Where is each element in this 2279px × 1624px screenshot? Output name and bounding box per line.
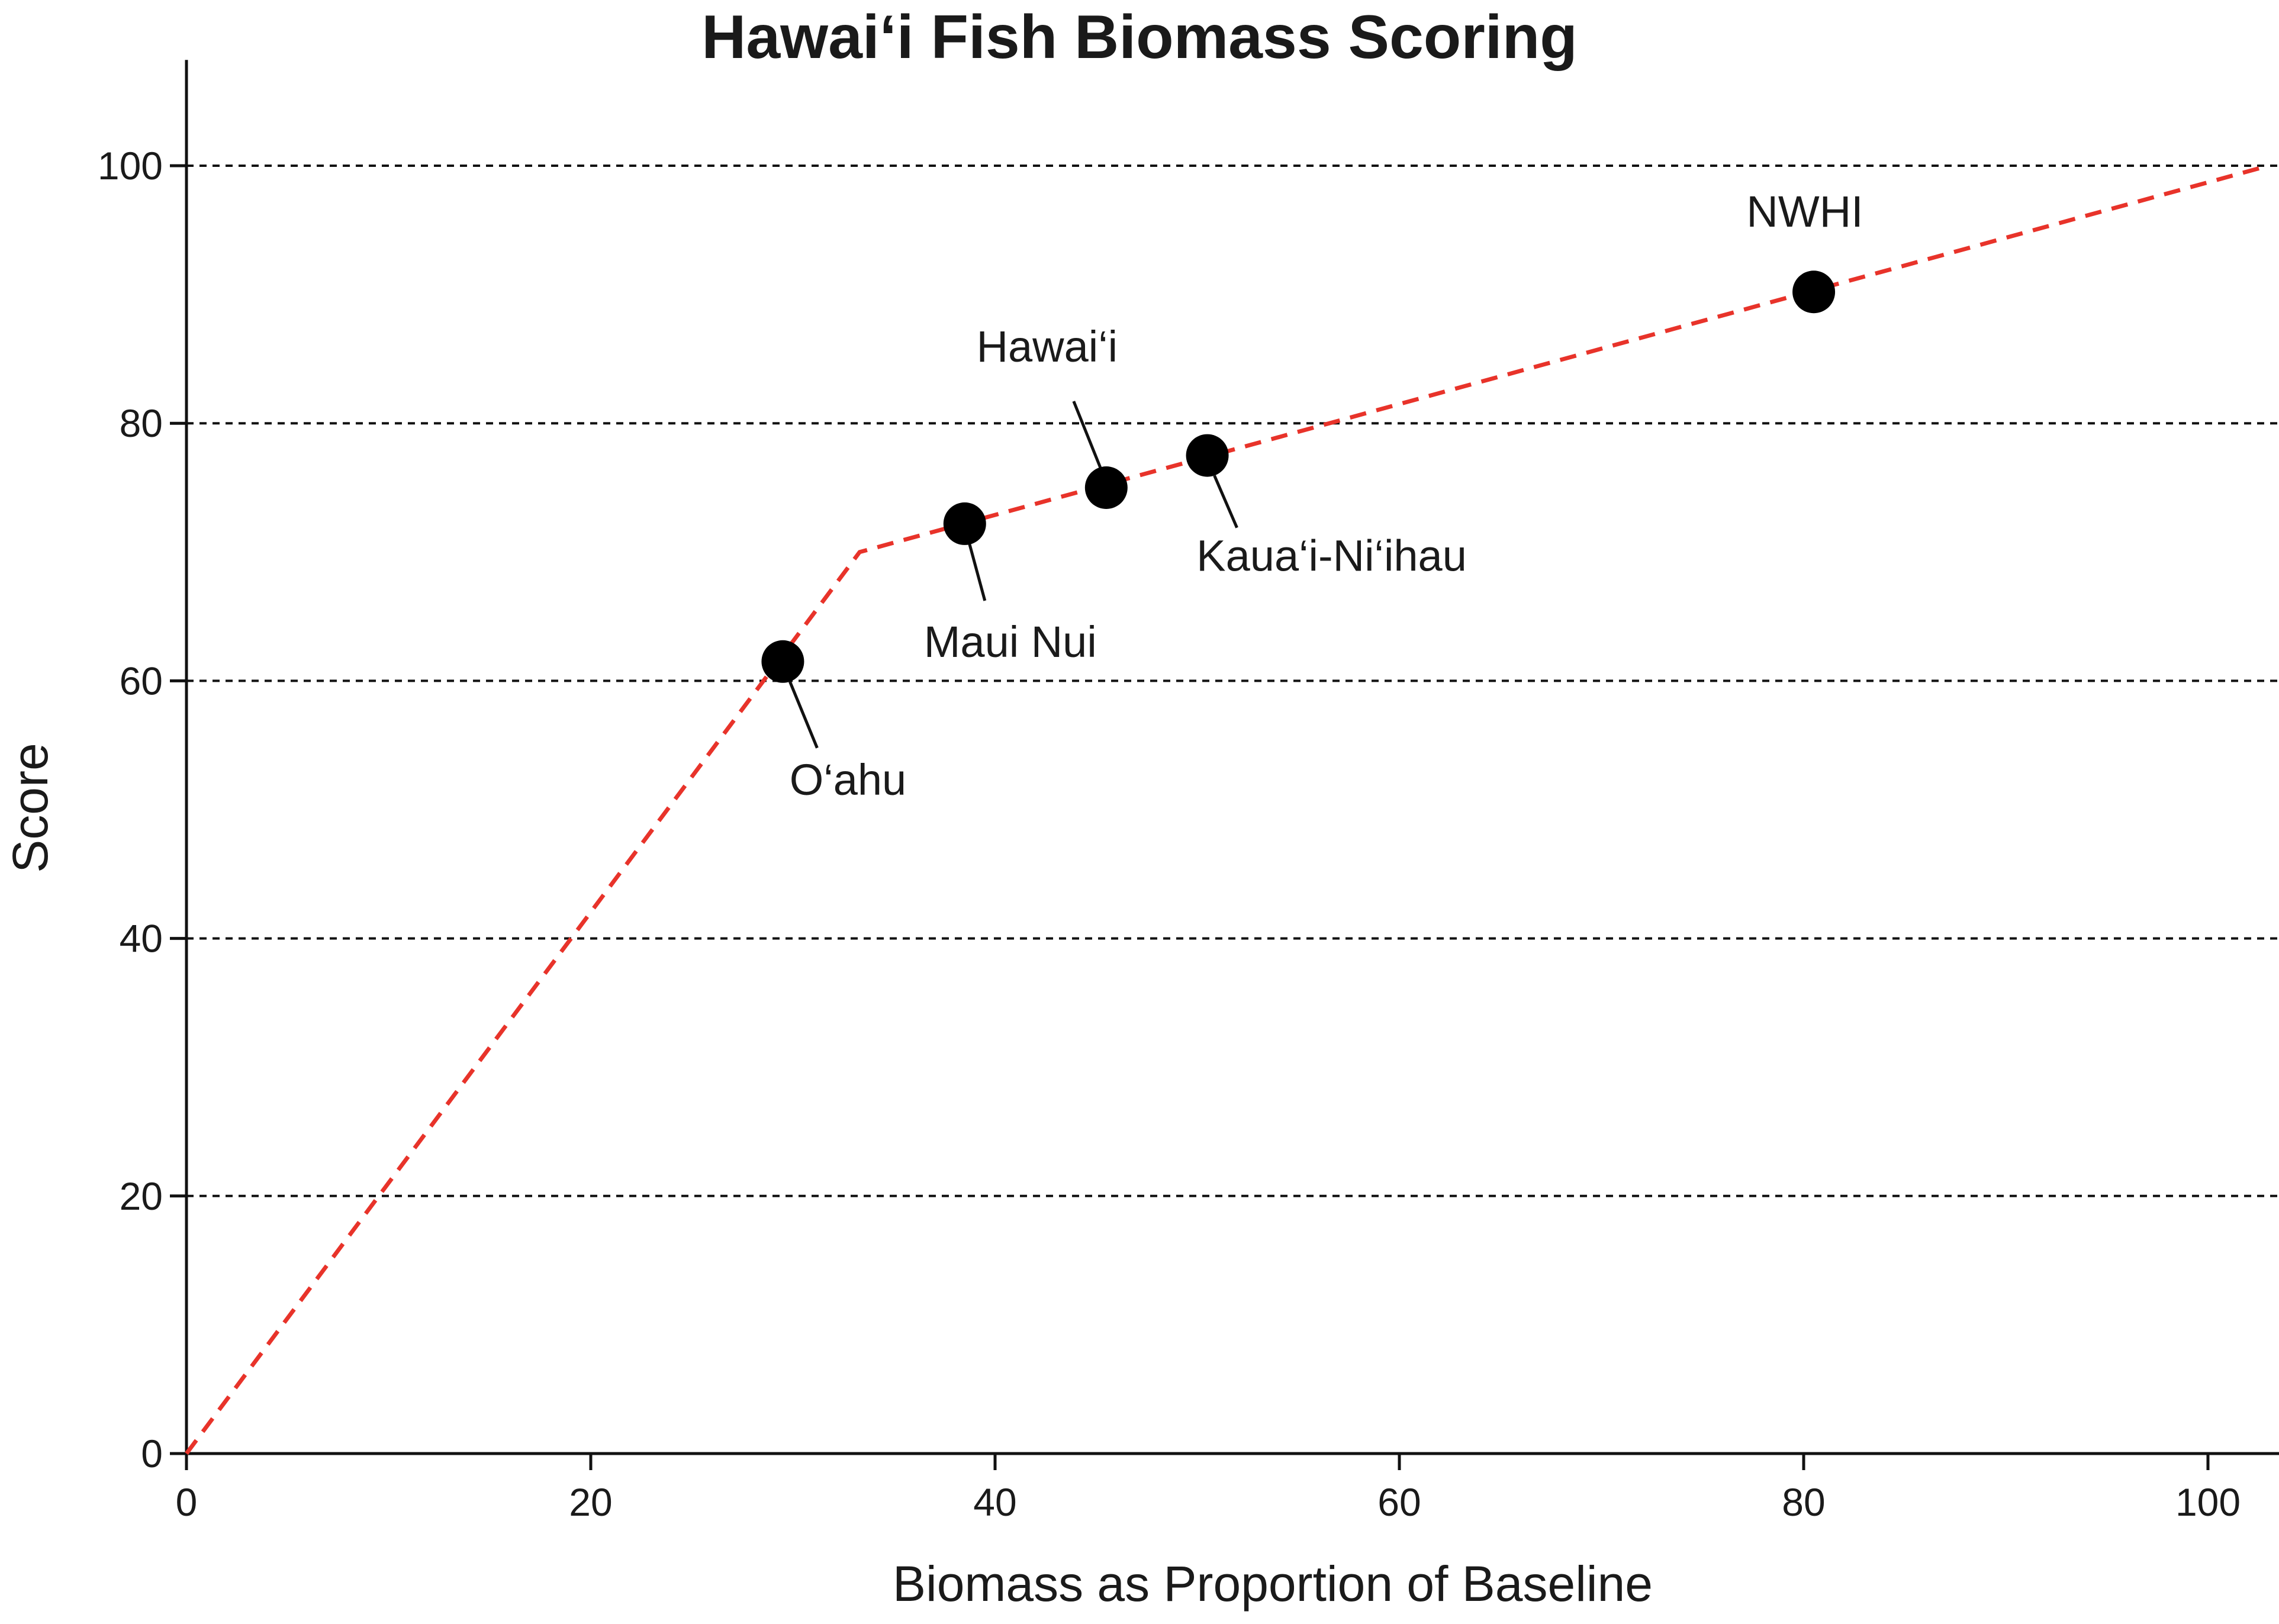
scoring-reference-line [185, 163, 2270, 1455]
y-tick-label-80: 80 [120, 401, 163, 445]
y-tick-label-40: 40 [120, 917, 163, 961]
point-label: O‘ahu [790, 755, 906, 804]
leader-line-3 [1213, 475, 1238, 529]
point-label: Hawai‘i [977, 322, 1118, 371]
reference-line-layer [185, 163, 2270, 1455]
ticks-layer: 0 20 40 60 80 100 0 20 40 60 80 100 [98, 144, 2241, 1524]
data-point [761, 640, 804, 683]
leader-line-2 [1072, 401, 1102, 468]
point-label: Maui Nui [924, 617, 1097, 666]
x-tick-label-0: 0 [176, 1480, 198, 1524]
data-point [1792, 270, 1836, 314]
grid-layer [186, 165, 2279, 1197]
y-tick-label-0: 0 [141, 1432, 163, 1475]
data-point [1084, 466, 1128, 509]
x-axis-title: Biomass as Proportion of Baseline [893, 1556, 1653, 1612]
y-tick-label-60: 60 [120, 659, 163, 703]
leader-line-0 [788, 681, 819, 749]
point-label: NWHI [1746, 187, 1863, 236]
y-tick-label-100: 100 [98, 144, 163, 188]
x-tick-label-20: 20 [569, 1480, 612, 1524]
x-tick-label-40: 40 [973, 1480, 1016, 1524]
data-point [1186, 434, 1229, 477]
y-tick-label-20: 20 [120, 1174, 163, 1218]
point-label: Kaua‘i-Ni‘ihau [1196, 531, 1467, 581]
leader-line-1 [968, 543, 987, 601]
y-axis-title: Score [2, 743, 58, 872]
chart-title: Hawai‘i Fish Biomass Scoring [701, 3, 1578, 72]
points-layer: O‘ahu Maui Nui Hawai‘i Kaua‘i-Ni‘ihau NWHI [761, 187, 1863, 804]
x-tick-label-60: 60 [1377, 1480, 1421, 1524]
data-point [943, 502, 986, 545]
axes-layer [185, 60, 2279, 1455]
x-tick-label-80: 80 [1782, 1480, 1825, 1524]
x-tick-label-100: 100 [2175, 1480, 2241, 1524]
